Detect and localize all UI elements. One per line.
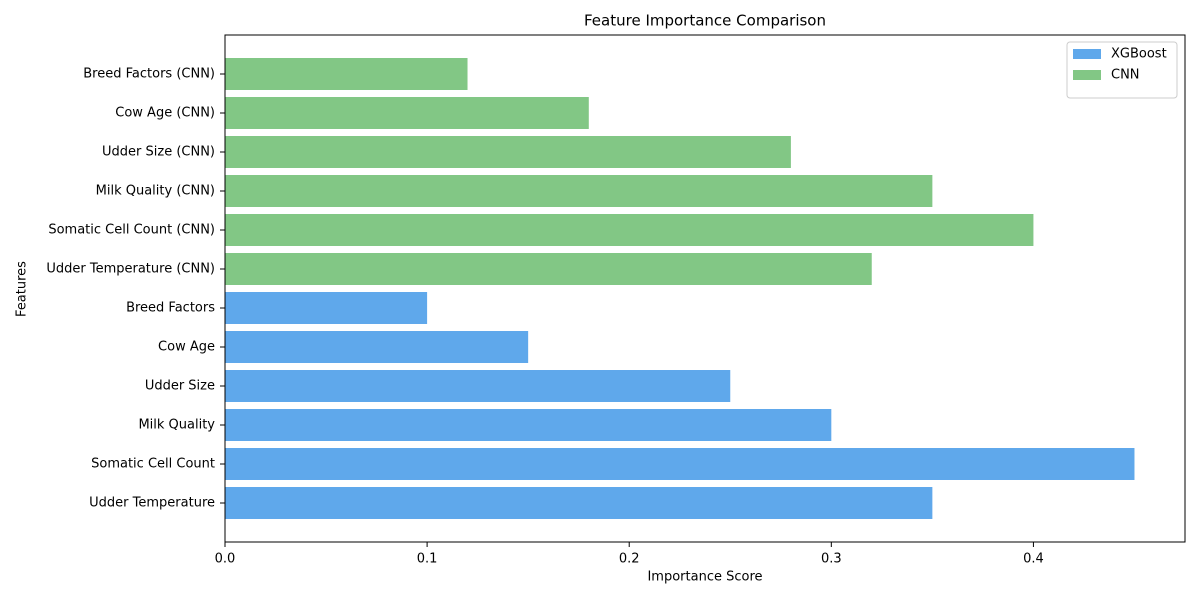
y-tick-label: Udder Size — [145, 379, 215, 394]
legend-label: CNN — [1111, 68, 1140, 83]
legend-swatch — [1073, 49, 1101, 59]
bar — [225, 331, 529, 363]
bar — [225, 292, 428, 324]
x-tick-label: 0.1 — [417, 552, 438, 567]
bar — [225, 175, 933, 207]
x-tick-label: 0.3 — [821, 552, 842, 567]
x-tick-label: 0.2 — [619, 552, 640, 567]
y-tick-label: Udder Size (CNN) — [102, 145, 215, 160]
bar — [225, 58, 468, 90]
chart-title: Feature Importance Comparison — [584, 12, 826, 30]
y-tick-label: Somatic Cell Count — [91, 457, 215, 472]
y-tick-label: Milk Quality — [138, 418, 215, 433]
y-tick-label: Udder Temperature — [89, 496, 215, 511]
y-tick-label: Breed Factors (CNN) — [83, 67, 215, 82]
bar — [225, 97, 589, 129]
bar — [225, 136, 791, 168]
legend-label: XGBoost — [1111, 47, 1167, 62]
y-tick-label: Breed Factors — [126, 301, 215, 316]
x-tick-label: 0.4 — [1023, 552, 1044, 567]
bar — [225, 370, 731, 402]
y-tick-label: Udder Temperature (CNN) — [46, 262, 215, 277]
y-tick-label: Cow Age (CNN) — [115, 106, 215, 121]
y-tick-label: Somatic Cell Count (CNN) — [48, 223, 215, 238]
plot-frame — [224, 34, 1186, 543]
bar — [225, 409, 832, 441]
y-axis-label: Features — [15, 261, 30, 317]
y-tick-label: Milk Quality (CNN) — [96, 184, 215, 199]
x-tick-label: 0.0 — [215, 552, 236, 567]
y-tick-label: Cow Age — [158, 340, 215, 355]
x-axis-label: Importance Score — [647, 570, 762, 585]
bar — [225, 214, 1034, 246]
bar — [225, 487, 933, 519]
bar — [225, 253, 872, 285]
legend-swatch — [1073, 70, 1101, 80]
bar — [225, 448, 1135, 480]
